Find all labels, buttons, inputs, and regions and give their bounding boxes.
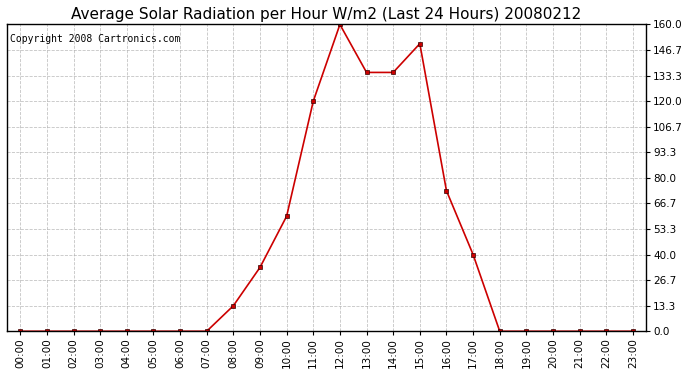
Text: Copyright 2008 Cartronics.com: Copyright 2008 Cartronics.com <box>10 34 181 44</box>
Title: Average Solar Radiation per Hour W/m2 (Last 24 Hours) 20080212: Average Solar Radiation per Hour W/m2 (L… <box>72 7 582 22</box>
